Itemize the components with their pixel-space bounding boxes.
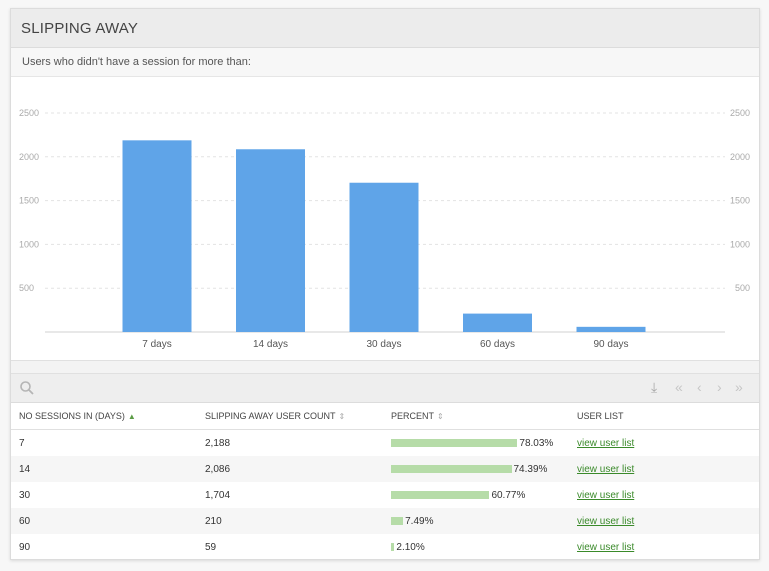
last-page-icon[interactable]: » (735, 379, 743, 395)
cell-count: 2,086 (205, 463, 231, 475)
bar[interactable] (236, 149, 305, 332)
table-row: 7 2,188 78.03% view user list (11, 430, 759, 457)
cell-percent: 78.03% (383, 430, 569, 457)
y-tick-label-left: 2000 (19, 152, 39, 162)
bar-chart: 500 500 1000 1000 1500 1500 2000 2000 2500 2500 7 … (11, 77, 759, 361)
cell-count: 210 (205, 515, 222, 527)
cell-percent: 60.77% (383, 482, 569, 508)
cell-days: 14 (19, 463, 31, 475)
cell-days: 30 (19, 489, 31, 501)
x-tick-label: 7 days (142, 339, 171, 350)
table-body: 7 2,188 78.03% view user list 14 2,086 74.39% v… (11, 430, 759, 561)
next-page-icon[interactable]: › (717, 379, 722, 395)
cell-count: 2,188 (205, 437, 231, 449)
table-row: 60 210 7.49% view user list (11, 508, 759, 534)
cell-count: 1,704 (205, 489, 231, 501)
sort-icon[interactable]: ⇕ (338, 412, 346, 421)
bar[interactable] (349, 182, 419, 332)
table-row: 30 1,704 60.77% view user list (11, 482, 759, 508)
x-tick-label: 30 days (366, 339, 401, 350)
cell-percent: 2.10% (383, 534, 569, 560)
bar[interactable] (463, 313, 532, 332)
sort-icon[interactable]: ⇕ (437, 412, 444, 421)
cell-days: 90 (19, 541, 31, 553)
y-tick-label-left: 500 (19, 283, 34, 293)
view-user-list-link[interactable]: view user list (577, 515, 635, 527)
cell-user-list: view user list (569, 534, 759, 560)
y-tick-label-left: 1500 (19, 196, 39, 206)
panel-header: SLIPPING AWAY (11, 9, 759, 48)
percent-bar (391, 439, 518, 447)
percent-text: 2.10% (396, 541, 425, 553)
percent-bar (391, 543, 395, 551)
x-tick-label: 14 days (253, 339, 288, 350)
slipping-away-table: NO SESSIONS IN (DAYS) ▲ SLIPPING AWAY USE… (11, 403, 759, 560)
cell-days: 7 (19, 437, 25, 449)
percent-bar (391, 465, 512, 473)
percent-bar (391, 517, 404, 525)
y-tick-label-right: 2500 (730, 108, 750, 118)
y-tick-label-right: 2000 (730, 152, 750, 162)
sort-asc-icon[interactable]: ▲ (127, 412, 136, 421)
view-user-list-link[interactable]: view user list (577, 541, 635, 553)
cell-user-list: view user list (569, 508, 759, 534)
first-page-icon[interactable]: « (675, 379, 683, 395)
search-icon[interactable] (19, 380, 35, 396)
y-tick-label-right: 1000 (730, 239, 750, 249)
y-tick-label-left: 1000 (19, 239, 39, 249)
percent-text: 7.49% (405, 515, 434, 527)
table-header-row: NO SESSIONS IN (DAYS) ▲ SLIPPING AWAY USE… (11, 403, 759, 430)
cell-count: 59 (205, 541, 217, 553)
table-row: 14 2,086 74.39% view user list (11, 456, 759, 482)
download-icon[interactable]: ⤓ (651, 379, 658, 395)
percent-bar (391, 491, 490, 499)
panel-subtitle: Users who didn't have a session for more… (11, 48, 759, 77)
slipping-away-panel: SLIPPING AWAY Users who didn't have a se… (10, 8, 760, 560)
column-header-days[interactable]: NO SESSIONS IN (DAYS) ▲ (11, 403, 197, 430)
chart-svg: 500 500 1000 1000 1500 1500 2000 2000 2500 2500 7 … (19, 108, 750, 350)
bar[interactable] (122, 140, 192, 332)
cell-percent: 74.39% (383, 456, 569, 482)
panel-title: SLIPPING AWAY (21, 19, 139, 37)
column-header-percent[interactable]: PERCENT ⇕ (383, 403, 569, 430)
table-row: 90 59 2.10% view user list (11, 534, 759, 560)
percent-text: 78.03% (519, 437, 554, 449)
column-header-count[interactable]: SLIPPING AWAY USER COUNT ⇕ (197, 403, 383, 430)
view-user-list-link[interactable]: view user list (577, 489, 635, 501)
cell-user-list: view user list (569, 482, 759, 508)
view-user-list-link[interactable]: view user list (577, 437, 635, 449)
percent-text: 60.77% (491, 489, 526, 501)
cell-user-list: view user list (569, 430, 759, 457)
view-user-list-link[interactable]: view user list (577, 463, 635, 475)
y-tick-label-right: 1500 (730, 196, 750, 206)
x-tick-label: 90 days (593, 339, 628, 350)
x-tick-label: 60 days (480, 339, 515, 350)
cell-days: 60 (19, 515, 31, 527)
section-divider (11, 361, 759, 374)
percent-text: 74.39% (513, 463, 548, 475)
y-tick-label-right: 500 (735, 283, 750, 293)
prev-page-icon[interactable]: ‹ (697, 379, 702, 395)
bar[interactable] (576, 326, 646, 332)
cell-user-list: view user list (569, 456, 759, 482)
cell-percent: 7.49% (383, 508, 569, 534)
y-tick-label-left: 2500 (19, 108, 39, 118)
table-toolbar: ⤓ « ‹ › » (11, 374, 759, 403)
column-header-user-list: USER LIST (569, 403, 759, 430)
